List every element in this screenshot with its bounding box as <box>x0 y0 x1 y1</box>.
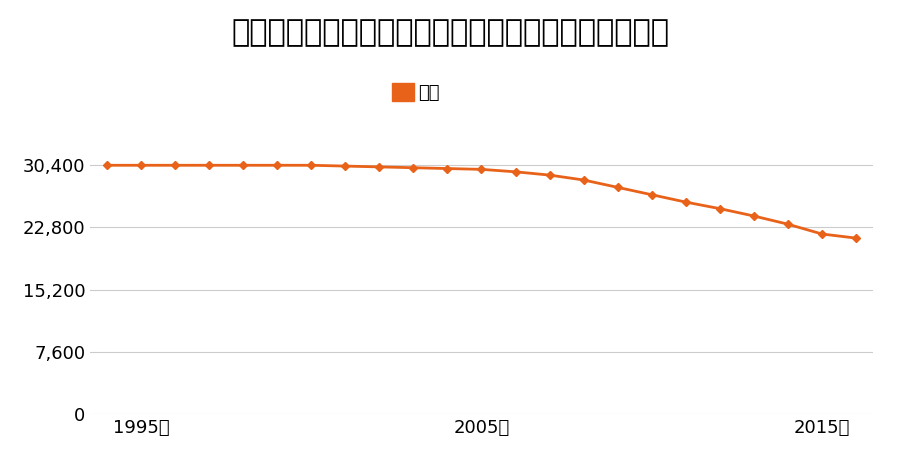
Text: 岩手県二戸郡一戸町一戸字北舘１５１番４の地価推移: 岩手県二戸郡一戸町一戸字北舘１５１番４の地価推移 <box>231 18 669 47</box>
Text: 価格: 価格 <box>418 84 440 102</box>
